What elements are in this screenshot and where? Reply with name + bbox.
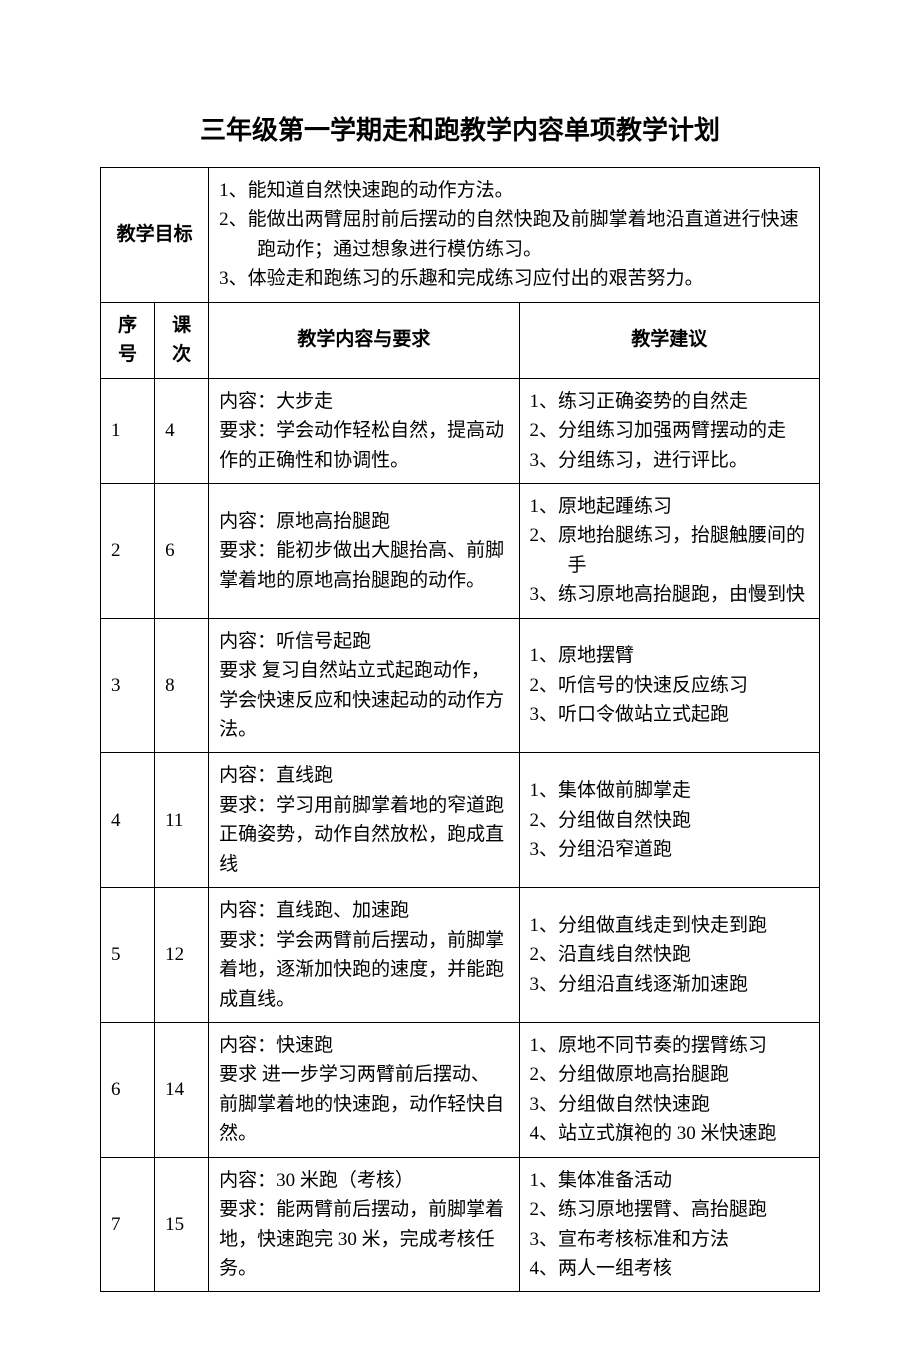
suggest-item: 2、分组做原地高抬腿跑: [530, 1060, 809, 1089]
content-title: 内容：大步走: [219, 387, 508, 416]
suggest-item: 1、分组做直线走到快走到跑: [530, 911, 809, 940]
suggest-cell: 1、练习正确姿势的自然走2、分组练习加强两臂摆动的走3、分组练习，进行评比。: [519, 378, 819, 483]
suggest-item: 1、原地不同节奏的摆臂练习: [530, 1031, 809, 1060]
header-lesson: 课次: [155, 302, 209, 378]
suggest-item: 3、宣布考核标准和方法: [530, 1225, 809, 1254]
suggest-list: 1、原地摆臂2、听信号的快速反应练习3、听口令做站立式起跑: [530, 641, 809, 729]
suggest-item: 2、分组做自然快跑: [530, 806, 809, 835]
suggest-item: 4、两人一组考核: [530, 1254, 809, 1283]
suggest-item: 1、练习正确姿势的自然走: [530, 387, 809, 416]
content-req: 要求：能两臂前后摆动，前脚掌着地，快速跑完 30 米，完成考核任务。: [219, 1195, 508, 1283]
seq-cell: 4: [101, 753, 155, 888]
suggest-item: 4、站立式旗袍的 30 米快速跑: [530, 1119, 809, 1148]
lesson-cell: 12: [155, 888, 209, 1023]
header-suggest: 教学建议: [519, 302, 819, 378]
content-req: 要求：学习用前脚掌着地的窄道跑正确姿势，动作自然放松，跑成直线: [219, 791, 508, 879]
content-title: 内容：30 米跑（考核）: [219, 1166, 508, 1195]
suggest-list: 1、分组做直线走到快走到跑2、沿直线自然快跑3、分组沿直线逐渐加速跑: [530, 911, 809, 999]
content-title: 内容：直线跑: [219, 761, 508, 790]
content-cell: 内容：听信号起跑要求 复习自然站立式起跑动作，学会快速反应和快速起动的动作方法。: [209, 618, 519, 753]
content-cell: 内容：大步走要求：学会动作轻松自然，提高动作的正确性和协调性。: [209, 378, 519, 483]
content-title: 内容：听信号起跑: [219, 627, 508, 656]
table-row: 26内容：原地高抬腿跑要求：能初步做出大腿抬高、前脚掌着地的原地高抬腿跑的动作。…: [101, 483, 820, 618]
objective-item: 1、能知道自然快速跑的动作方法。: [219, 176, 809, 205]
plan-table: 教学目标 1、能知道自然快速跑的动作方法。2、能做出两臂屈肘前后摆动的自然快跑及…: [100, 167, 820, 1292]
header-seq: 序号: [101, 302, 155, 378]
suggest-cell: 1、分组做直线走到快走到跑2、沿直线自然快跑3、分组沿直线逐渐加速跑: [519, 888, 819, 1023]
objective-item: 3、体验走和跑练习的乐趣和完成练习应付出的艰苦努力。: [219, 264, 809, 293]
seq-cell: 7: [101, 1157, 155, 1292]
seq-cell: 1: [101, 378, 155, 483]
seq-cell: 5: [101, 888, 155, 1023]
page: 三年级第一学期走和跑教学内容单项教学计划 教学目标 1、能知道自然快速跑的动作方…: [0, 0, 920, 1352]
suggest-list: 1、原地起踵练习2、原地抬腿练习，抬腿触腰间的手3、练习原地高抬腿跑，由慢到快: [530, 492, 809, 610]
table-row: 14内容：大步走要求：学会动作轻松自然，提高动作的正确性和协调性。1、练习正确姿…: [101, 378, 820, 483]
content-cell: 内容：快速跑要求 进一步学习两臂前后摆动、前脚掌着地的快速跑，动作轻快自然。: [209, 1022, 519, 1157]
content-title: 内容：原地高抬腿跑: [219, 507, 508, 536]
table-row: 512内容：直线跑、加速跑要求：学会两臂前后摆动，前脚掌着地，逐渐加快跑的速度，…: [101, 888, 820, 1023]
content-req: 要求 复习自然站立式起跑动作，学会快速反应和快速起动的动作方法。: [219, 656, 508, 744]
suggest-list: 1、集体做前脚掌走2、分组做自然快跑3、分组沿窄道跑: [530, 776, 809, 864]
table-row: 614内容：快速跑要求 进一步学习两臂前后摆动、前脚掌着地的快速跑，动作轻快自然…: [101, 1022, 820, 1157]
suggest-list: 1、原地不同节奏的摆臂练习2、分组做原地高抬腿跑3、分组做自然快速跑4、站立式旗…: [530, 1031, 809, 1149]
content-title: 内容：快速跑: [219, 1031, 508, 1060]
table-row: 715内容：30 米跑（考核）要求：能两臂前后摆动，前脚掌着地，快速跑完 30 …: [101, 1157, 820, 1292]
suggest-item: 3、听口令做站立式起跑: [530, 700, 809, 729]
suggest-cell: 1、集体做前脚掌走2、分组做自然快跑3、分组沿窄道跑: [519, 753, 819, 888]
content-req: 要求：学会动作轻松自然，提高动作的正确性和协调性。: [219, 416, 508, 475]
suggest-cell: 1、集体准备活动2、练习原地摆臂、高抬腿跑3、宣布考核标准和方法4、两人一组考核: [519, 1157, 819, 1292]
suggest-item: 2、分组练习加强两臂摆动的走: [530, 416, 809, 445]
content-cell: 内容：30 米跑（考核）要求：能两臂前后摆动，前脚掌着地，快速跑完 30 米，完…: [209, 1157, 519, 1292]
objectives-list: 1、能知道自然快速跑的动作方法。2、能做出两臂屈肘前后摆动的自然快跑及前脚掌着地…: [219, 176, 809, 294]
suggest-item: 1、集体准备活动: [530, 1166, 809, 1195]
table-row: 411内容：直线跑要求：学习用前脚掌着地的窄道跑正确姿势，动作自然放松，跑成直线…: [101, 753, 820, 888]
lesson-cell: 8: [155, 618, 209, 753]
lesson-cell: 11: [155, 753, 209, 888]
table-row: 38内容：听信号起跑要求 复习自然站立式起跑动作，学会快速反应和快速起动的动作方…: [101, 618, 820, 753]
suggest-item: 3、分组沿窄道跑: [530, 835, 809, 864]
seq-cell: 2: [101, 483, 155, 618]
lesson-cell: 6: [155, 483, 209, 618]
objectives-row: 教学目标 1、能知道自然快速跑的动作方法。2、能做出两臂屈肘前后摆动的自然快跑及…: [101, 168, 820, 303]
content-title: 内容：直线跑、加速跑: [219, 896, 508, 925]
page-title: 三年级第一学期走和跑教学内容单项教学计划: [100, 110, 820, 147]
content-req: 要求：学会两臂前后摆动，前脚掌着地，逐渐加快跑的速度，并能跑成直线。: [219, 926, 508, 1014]
content-cell: 内容：原地高抬腿跑要求：能初步做出大腿抬高、前脚掌着地的原地高抬腿跑的动作。: [209, 483, 519, 618]
content-cell: 内容：直线跑要求：学习用前脚掌着地的窄道跑正确姿势，动作自然放松，跑成直线: [209, 753, 519, 888]
suggest-item: 2、原地抬腿练习，抬腿触腰间的手: [530, 521, 809, 580]
suggest-item: 1、集体做前脚掌走: [530, 776, 809, 805]
suggest-item: 2、听信号的快速反应练习: [530, 671, 809, 700]
header-row: 序号 课次 教学内容与要求 教学建议: [101, 302, 820, 378]
lesson-cell: 4: [155, 378, 209, 483]
seq-cell: 3: [101, 618, 155, 753]
suggest-item: 3、分组做自然快速跑: [530, 1090, 809, 1119]
header-content: 教学内容与要求: [209, 302, 519, 378]
suggest-list: 1、练习正确姿势的自然走2、分组练习加强两臂摆动的走3、分组练习，进行评比。: [530, 387, 809, 475]
suggest-item: 3、分组沿直线逐渐加速跑: [530, 970, 809, 999]
suggest-item: 3、分组练习，进行评比。: [530, 446, 809, 475]
lesson-cell: 15: [155, 1157, 209, 1292]
suggest-item: 3、练习原地高抬腿跑，由慢到快: [530, 580, 809, 609]
objectives-label: 教学目标: [101, 168, 209, 303]
suggest-item: 2、练习原地摆臂、高抬腿跑: [530, 1195, 809, 1224]
suggest-item: 2、沿直线自然快跑: [530, 940, 809, 969]
suggest-list: 1、集体准备活动2、练习原地摆臂、高抬腿跑3、宣布考核标准和方法4、两人一组考核: [530, 1166, 809, 1284]
suggest-cell: 1、原地不同节奏的摆臂练习2、分组做原地高抬腿跑3、分组做自然快速跑4、站立式旗…: [519, 1022, 819, 1157]
objective-item: 2、能做出两臂屈肘前后摆动的自然快跑及前脚掌着地沿直道进行快速跑动作；通过想象进…: [219, 205, 809, 264]
lesson-cell: 14: [155, 1022, 209, 1157]
suggest-cell: 1、原地摆臂2、听信号的快速反应练习3、听口令做站立式起跑: [519, 618, 819, 753]
seq-cell: 6: [101, 1022, 155, 1157]
suggest-cell: 1、原地起踵练习2、原地抬腿练习，抬腿触腰间的手3、练习原地高抬腿跑，由慢到快: [519, 483, 819, 618]
suggest-item: 1、原地摆臂: [530, 641, 809, 670]
objectives-cell: 1、能知道自然快速跑的动作方法。2、能做出两臂屈肘前后摆动的自然快跑及前脚掌着地…: [209, 168, 820, 303]
content-req: 要求：能初步做出大腿抬高、前脚掌着地的原地高抬腿跑的动作。: [219, 536, 508, 595]
content-cell: 内容：直线跑、加速跑要求：学会两臂前后摆动，前脚掌着地，逐渐加快跑的速度，并能跑…: [209, 888, 519, 1023]
content-req: 要求 进一步学习两臂前后摆动、前脚掌着地的快速跑，动作轻快自然。: [219, 1060, 508, 1148]
suggest-item: 1、原地起踵练习: [530, 492, 809, 521]
